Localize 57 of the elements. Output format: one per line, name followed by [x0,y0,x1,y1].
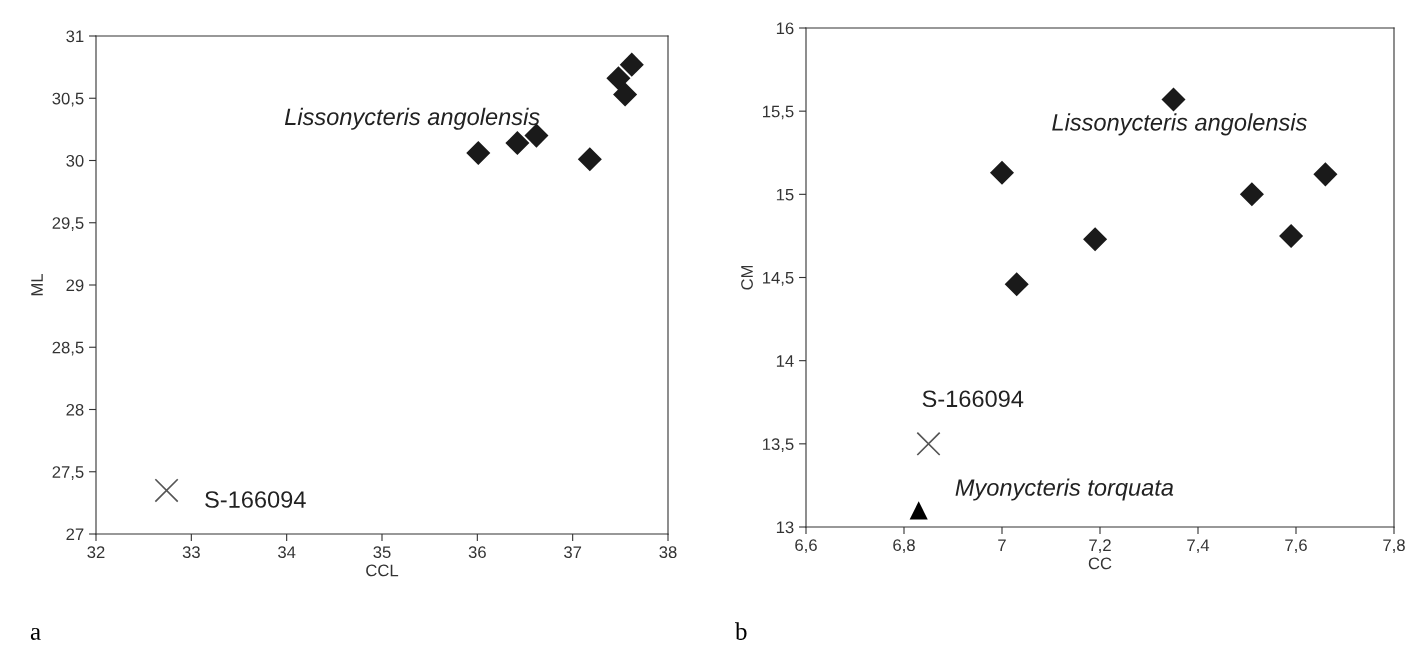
y-tick-label: 29,5 [52,217,84,231]
y-tick-label: 15,5 [763,105,794,120]
x-tick-label: 7,4 [1187,539,1210,554]
point [1279,223,1304,248]
y-tick-label: 31 [66,30,84,43]
y-tick-label: 13 [776,521,794,534]
y-tick-label: 13,5 [763,438,794,453]
point [1239,182,1264,207]
x-tick-label: 7,2 [1089,539,1111,554]
y-tick-label: 15 [776,188,794,201]
point [909,501,928,520]
point [916,431,941,456]
point [1004,272,1029,297]
x-tick-label: 35 [373,546,391,559]
point [154,478,179,503]
x-tick-label: 6,6 [795,539,817,554]
y-tick-label: 16 [776,22,794,35]
y-tick-label: 29 [66,279,84,292]
series-label: Myonycteris torquata [955,478,1174,501]
x-tick-label: 7 [998,539,1006,551]
x-tick-label: 32 [87,546,105,559]
x-tick-label: 33 [182,546,200,559]
x-tick-label: 37 [564,546,582,559]
x-tick-label: 7,6 [1285,539,1307,554]
text: a [30,627,41,640]
point [613,82,638,107]
x-axis-title: CC [1088,557,1112,570]
series-label: Lissonycteris angolensis [284,107,540,130]
y-tick-label: 28 [66,403,84,416]
point [606,66,631,91]
x-axis-title: CCL [366,564,399,577]
y-tick-label: 28,5 [52,341,84,356]
series-label: S-166094 [205,491,306,508]
x-tick-label: 6,8 [893,539,915,554]
y-axis-title: ML [31,273,43,296]
point [466,141,491,166]
x-tick-label: 7,8 [1383,539,1405,554]
y-tick-label: 27 [66,528,84,541]
point [1161,87,1186,112]
x-tick-label: 34 [278,546,296,559]
y-axis-title: CM [741,265,753,290]
point [505,131,530,156]
y-tick-label: 14 [776,355,794,367]
y-tick-label: 30,5 [52,92,84,107]
y-tick-label: 14,5 [763,272,794,286]
y-tick-label: 27,5 [52,466,84,480]
point [1313,162,1338,187]
point [619,52,644,77]
text: b [735,622,747,640]
series-label: Lissonycteris angolensis [1052,113,1307,136]
x-tick-label: 38 [659,546,677,559]
x-tick-label: 36 [468,546,486,559]
y-tick-label: 30 [66,154,84,167]
series-label: S-166094 [922,390,1024,408]
point [577,147,602,172]
point [989,160,1015,185]
point [1083,227,1108,252]
